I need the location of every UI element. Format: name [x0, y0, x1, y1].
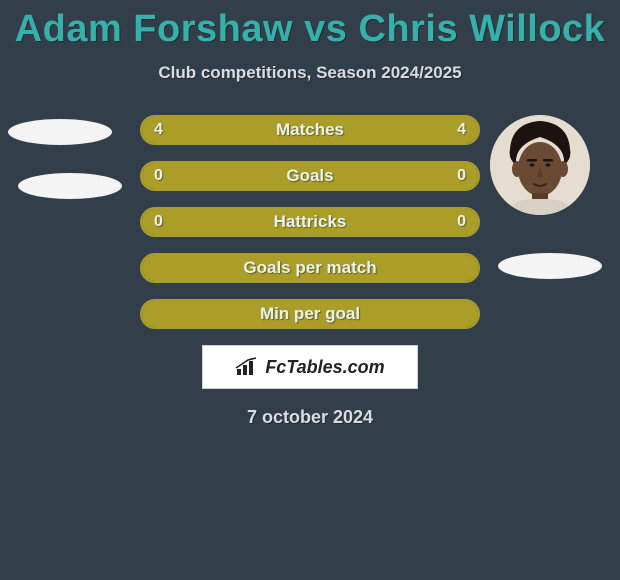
- stat-row-min-per-goal: Min per goal: [140, 299, 480, 329]
- page-subtitle: Club competitions, Season 2024/2025: [0, 63, 620, 83]
- stat-row-goals-per-match: Goals per match: [140, 253, 480, 283]
- brand-text: FcTables.com: [265, 357, 384, 378]
- stat-value-right: 0: [457, 209, 466, 235]
- report-date: 7 october 2024: [0, 407, 620, 428]
- stat-fill-right: [310, 163, 478, 189]
- stat-value-left: 0: [154, 163, 163, 189]
- player-photo-icon: [490, 115, 590, 215]
- page-title: Adam Forshaw vs Chris Willock: [0, 0, 620, 51]
- comparison-stage: 4 Matches 4 0 Goals 0 0 Hattricks 0 Goal…: [0, 115, 620, 428]
- avatar-left-placeholder-2: [18, 173, 122, 199]
- avatar-right: [490, 115, 590, 215]
- stat-fill-left: [142, 163, 310, 189]
- stat-row-matches: 4 Matches 4: [140, 115, 480, 145]
- brand-badge: FcTables.com: [202, 345, 418, 389]
- bar-chart-icon: [235, 357, 259, 377]
- stat-value-left: 4: [154, 117, 163, 143]
- stat-fill-left: [142, 209, 310, 235]
- stat-value-right: 0: [457, 163, 466, 189]
- stat-bars: 4 Matches 4 0 Goals 0 0 Hattricks 0 Goal…: [140, 115, 480, 329]
- avatar-left-placeholder-1: [8, 119, 112, 145]
- stat-value-left: 0: [154, 209, 163, 235]
- stat-row-goals: 0 Goals 0: [140, 161, 480, 191]
- stat-fill-left: [142, 301, 478, 327]
- avatar-right-shadow: [498, 253, 602, 279]
- stat-fill-left: [142, 255, 478, 281]
- stat-fill-right: [310, 117, 478, 143]
- stat-fill-right: [310, 209, 478, 235]
- stat-value-right: 4: [457, 117, 466, 143]
- stat-row-hattricks: 0 Hattricks 0: [140, 207, 480, 237]
- stat-fill-left: [142, 117, 310, 143]
